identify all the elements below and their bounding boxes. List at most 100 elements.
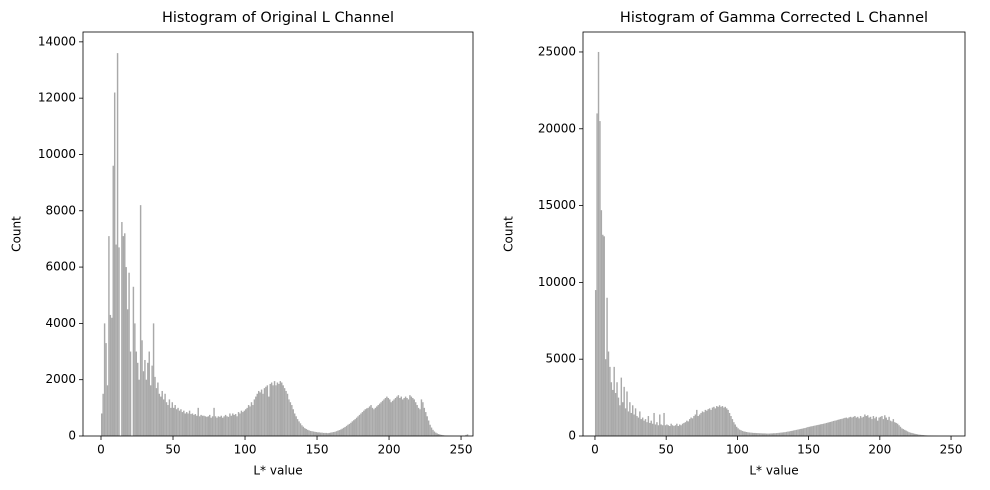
bar	[636, 416, 638, 436]
bar	[335, 431, 338, 436]
bar	[681, 423, 684, 436]
bar	[726, 408, 728, 436]
bar	[466, 434, 469, 436]
bar	[921, 434, 923, 436]
bar	[292, 409, 294, 436]
bar	[686, 420, 688, 436]
bar	[701, 411, 704, 436]
bar	[868, 417, 870, 436]
bar	[738, 429, 741, 436]
bar	[134, 323, 136, 436]
bar	[882, 419, 885, 436]
bar	[361, 412, 364, 436]
bar	[180, 409, 182, 436]
bar	[754, 432, 756, 436]
bar	[905, 430, 907, 436]
axes-frame	[82, 31, 474, 437]
bar	[622, 402, 624, 436]
y-tick-label: 12000	[38, 91, 76, 105]
bar	[423, 407, 426, 436]
bar	[805, 427, 808, 436]
bar	[896, 423, 899, 436]
bar	[824, 423, 826, 436]
bar	[637, 417, 640, 436]
bar	[879, 416, 882, 436]
bar	[909, 432, 912, 436]
bar	[812, 425, 815, 436]
bar	[243, 410, 246, 436]
bar	[839, 419, 842, 436]
bar	[852, 416, 855, 436]
bar	[242, 412, 244, 436]
bar	[371, 407, 374, 436]
bar	[708, 408, 711, 436]
bar	[328, 432, 330, 436]
bar	[288, 399, 290, 436]
bar	[193, 414, 195, 436]
bar	[811, 426, 813, 436]
bar	[111, 317, 113, 436]
bar	[623, 386, 625, 436]
x-axis-label: L* value	[749, 464, 798, 478]
bar	[904, 429, 906, 436]
bar	[414, 402, 417, 436]
bar	[703, 412, 705, 436]
bar	[794, 430, 796, 436]
bar	[817, 424, 819, 436]
bar	[737, 428, 739, 436]
bar	[902, 429, 905, 436]
bar	[820, 424, 822, 436]
bar	[774, 433, 776, 436]
bar	[170, 407, 172, 436]
bar	[108, 236, 110, 436]
bar	[293, 413, 296, 436]
bar	[653, 412, 655, 436]
bar	[862, 416, 865, 436]
bar	[200, 414, 202, 436]
bar	[196, 415, 198, 436]
bar	[755, 433, 758, 436]
x-tick-label: 150	[306, 443, 329, 457]
bar	[151, 365, 153, 436]
bar	[768, 433, 771, 436]
bar	[282, 385, 284, 436]
bar	[370, 405, 372, 436]
bar	[148, 351, 150, 436]
bar	[777, 432, 779, 436]
y-tick-label: 4000	[45, 316, 76, 330]
bar	[383, 399, 385, 436]
bar	[881, 416, 883, 436]
bar	[197, 407, 199, 436]
bar	[633, 414, 635, 436]
bar	[791, 430, 793, 436]
bar	[704, 409, 707, 436]
bar	[141, 340, 143, 436]
bar	[429, 424, 431, 436]
bar	[194, 414, 197, 436]
bar	[171, 402, 174, 436]
bar	[234, 414, 237, 436]
bar	[155, 388, 158, 436]
bar	[246, 407, 248, 436]
x-axis-label: L* value	[253, 464, 302, 478]
bar	[728, 412, 731, 436]
x-tick-label: 250	[940, 443, 963, 457]
bar	[113, 92, 116, 437]
bar	[217, 416, 220, 436]
bar	[757, 433, 759, 436]
bar	[340, 429, 342, 436]
bar	[112, 165, 114, 437]
chart-title: Histogram of Gamma Corrected L Channel	[620, 10, 928, 26]
y-tick-label: 20000	[538, 121, 576, 135]
bar	[124, 233, 126, 436]
bar	[354, 419, 356, 436]
bar	[906, 431, 909, 436]
bar	[710, 409, 712, 436]
bar	[885, 417, 887, 436]
bar	[670, 423, 672, 436]
bar	[602, 234, 604, 436]
bar	[822, 423, 825, 436]
bar	[321, 432, 323, 436]
bar	[273, 381, 276, 436]
